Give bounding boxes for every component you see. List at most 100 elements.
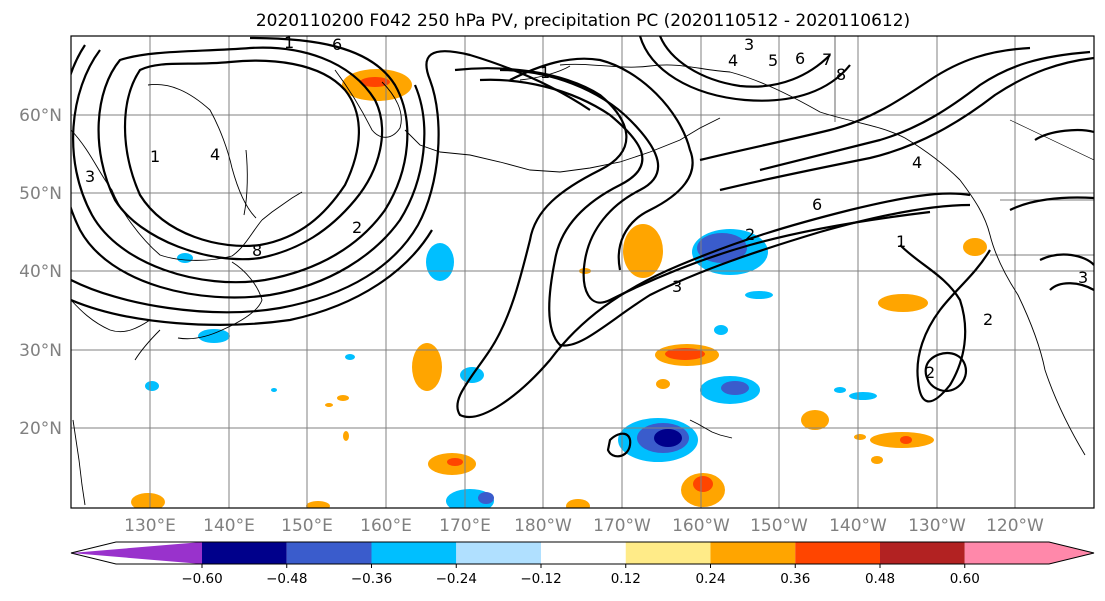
precip-negative-area [177, 253, 193, 263]
colorbar-segment [795, 542, 880, 564]
lat-label: 50°N [19, 184, 62, 204]
colorbar-tick-label: 0.36 [780, 571, 810, 587]
colorbar-segment [964, 542, 1094, 564]
precip-positive-area [325, 403, 333, 407]
contour-label: 5 [768, 51, 778, 70]
graticule [71, 36, 1094, 508]
precip-negative-core [721, 381, 749, 395]
colorbar-tick-label: −0.48 [266, 571, 307, 587]
contour-label: 4 [728, 51, 738, 70]
contour-label: 2 [352, 218, 362, 237]
precip-negative-area [198, 329, 230, 343]
latitude-labels: 60°N 50°N 40°N 30°N 20°N [19, 106, 62, 439]
contour-label: 1 [896, 232, 906, 251]
contour-label: 1 [540, 63, 550, 82]
contour-label: 3 [85, 167, 95, 186]
lon-label: 160°W [672, 516, 730, 536]
colorbar: −0.60 −0.48 −0.36 −0.24 −0.12 0.12 0.24 0.36 0.4… [70, 541, 1095, 587]
colorbar-segment [202, 542, 287, 564]
colorbar-tick-label: 0.48 [865, 571, 895, 587]
precip-positive-core [665, 348, 705, 360]
coastlines [71, 63, 1086, 506]
contour-label: 6 [812, 195, 822, 214]
lon-label: 130°E [124, 516, 176, 536]
colorbar-segment [625, 542, 711, 564]
colorbar-tick-label: 0.24 [695, 571, 725, 587]
contour-label: 4 [912, 153, 922, 172]
precip-positive-area [801, 410, 829, 430]
contour-label: 3 [1078, 268, 1088, 287]
precip-positive-area [623, 224, 663, 278]
contour-label: 8 [252, 241, 262, 260]
contour-labels: 1 6 3 4 5 6 7 8 1 2 3 4 1 8 2 3 6 1 2 2 … [85, 33, 1088, 382]
precip-negative-area [834, 387, 846, 393]
precip-positive-area [343, 431, 349, 441]
contour-label: 3 [672, 277, 682, 296]
colorbar-segment [880, 542, 965, 564]
lon-label: 140°E [203, 516, 255, 536]
map-title: 2020110200 F042 250 hPa PV, precipitatio… [256, 11, 910, 31]
map-frame [70, 35, 1095, 509]
contour-label: 6 [795, 49, 805, 68]
lon-label: 160°E [360, 516, 412, 536]
lon-label: 130°W [908, 516, 966, 536]
colorbar-segment [710, 542, 796, 564]
colorbar-segment [541, 542, 626, 564]
precip-positive-core [360, 77, 390, 87]
precip-negative-area [745, 291, 773, 299]
precip-negative-area [345, 354, 355, 360]
contour-label: 2 [983, 310, 993, 329]
precip-positive-area [337, 395, 349, 401]
contour-label: 3 [744, 35, 754, 54]
lon-label: 150°W [750, 516, 808, 536]
colorbar-tick-label: −0.12 [520, 571, 561, 587]
lon-label: 140°W [829, 516, 887, 536]
precip-positive-area [854, 434, 866, 440]
precip-negative-area [426, 243, 454, 281]
lat-label: 40°N [19, 262, 62, 282]
colorbar-tick-label: −0.36 [351, 571, 392, 587]
precip-positive-area [963, 238, 987, 256]
precip-positive-area [871, 456, 883, 464]
contour-label: 2 [925, 363, 935, 382]
colorbar-outline [70, 541, 1095, 565]
contour-label: 7 [822, 50, 832, 69]
precip-positive-core [693, 476, 713, 492]
longitude-labels: 130°E 140°E 150°E 160°E 170°E 180°W 170°… [124, 516, 1044, 536]
lat-label: 30°N [19, 341, 62, 361]
precip-positive-core [447, 458, 463, 466]
precip-negative-core [654, 429, 682, 447]
precip-positive-area [306, 501, 330, 508]
precip-positive-area [656, 379, 670, 389]
colorbar-tick-label: 0.60 [950, 571, 980, 587]
precip-negative-area [271, 388, 277, 392]
precip-positive-area [131, 493, 165, 508]
precip-negative-area [145, 381, 159, 391]
precip-positive-core [900, 436, 912, 444]
precip-negative-area [714, 325, 728, 335]
contour-label: 1 [150, 147, 160, 166]
colorbar-segment [371, 542, 457, 564]
colorbar-tick-label: −0.60 [181, 571, 222, 587]
map-content: 1 6 3 4 5 6 7 8 1 2 3 4 1 8 2 3 6 1 2 2 … [71, 33, 1094, 508]
precip-positive-area [566, 499, 590, 508]
colorbar-segment [286, 542, 372, 564]
contour-label: 8 [836, 65, 846, 84]
lon-label: 150°E [281, 516, 333, 536]
lon-label: 120°W [986, 516, 1044, 536]
contour-label: 1 [284, 33, 294, 52]
colorbar-segment [456, 542, 541, 564]
lon-label: 170°E [439, 516, 491, 536]
colorbar-tick-label: −0.24 [436, 571, 477, 587]
lat-label: 60°N [19, 106, 62, 126]
contour-label: 2 [745, 225, 755, 244]
contour-label: 4 [210, 145, 220, 164]
precip-negative-core [478, 492, 494, 504]
precip-positive-area [878, 294, 928, 312]
pv-contours [71, 36, 1094, 458]
precip-positive-area [412, 343, 442, 391]
contour-label: 6 [332, 35, 342, 54]
colorbar-segment [71, 542, 202, 564]
colorbar-tick-label: 0.12 [611, 571, 641, 587]
